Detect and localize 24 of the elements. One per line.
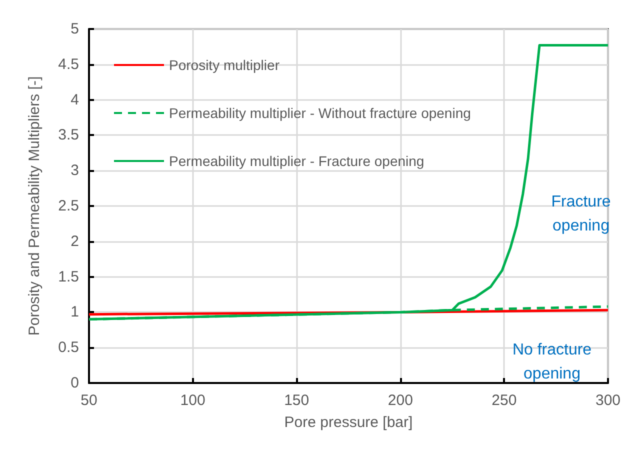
- x-tick-label: 150: [284, 392, 310, 409]
- legend-label: Porosity multiplier: [169, 57, 280, 73]
- y-tick-label: 3: [70, 162, 79, 180]
- y-tick-label: 5: [70, 20, 79, 38]
- y-axis-title: Porosity and Permeability Multipliers [-]: [26, 76, 43, 336]
- y-tick-label: 1: [70, 304, 79, 321]
- x-tick-label: 250: [492, 392, 517, 409]
- x-axis-title: Pore pressure [bar]: [284, 414, 413, 431]
- y-tick-label: 1.5: [58, 268, 79, 286]
- x-tick-label: 300: [595, 392, 621, 409]
- y-tick-label: 2.5: [58, 198, 79, 214]
- y-tick-label: 3.5: [58, 126, 79, 144]
- y-tick-label: 0: [70, 374, 79, 392]
- x-tick-label: 50: [80, 392, 98, 409]
- y-tick-label: 0.5: [58, 339, 79, 356]
- x-tick-label: 200: [388, 392, 413, 409]
- annotation: Fracture opening: [551, 194, 611, 234]
- legend-label: Permeability multiplier - Fracture opening: [169, 153, 424, 169]
- x-tick-label: 100: [180, 392, 206, 409]
- legend-label: Permeability multiplier - Without fracture opening: [169, 105, 471, 121]
- y-tick-label: 4: [70, 91, 79, 108]
- annotation: No fracture opening: [512, 342, 592, 382]
- y-tick-label: 4.5: [58, 56, 79, 73]
- y-tick-label: 2: [70, 232, 79, 250]
